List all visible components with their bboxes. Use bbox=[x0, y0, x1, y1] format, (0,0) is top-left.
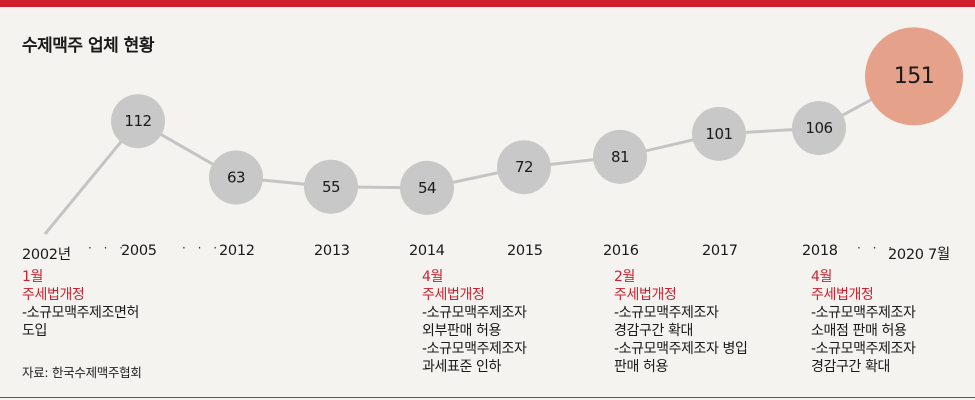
source-note: 자료: 한국수제맥주협회 bbox=[22, 365, 142, 380]
event-line: 경감구간 확대 bbox=[811, 359, 890, 375]
data-point bbox=[209, 150, 263, 205]
bottom-rule bbox=[0, 397, 975, 398]
data-point bbox=[792, 101, 846, 156]
chart-title: 수제맥주 업체 현황 bbox=[22, 36, 154, 56]
axis-break: · · · bbox=[857, 241, 897, 255]
bubble-line-chart: 112 63 55 54 72 81 101 106 151 bbox=[43, 27, 963, 235]
x-tick-label: 2005 bbox=[121, 243, 157, 259]
data-label: 55 bbox=[322, 178, 340, 196]
event-month: 1월 bbox=[22, 269, 43, 285]
data-label: 112 bbox=[124, 112, 151, 130]
axis-break: · · · bbox=[182, 241, 222, 255]
data-point-highlight bbox=[865, 27, 963, 126]
event-law: 주세법개정 bbox=[22, 287, 85, 303]
axis-break: · · · bbox=[88, 241, 128, 255]
event-line: 소매점 판매 허용 bbox=[811, 323, 907, 339]
event-month: 2월 bbox=[614, 269, 635, 285]
x-tick-label: 2014 bbox=[409, 243, 445, 259]
event-month: 4월 bbox=[422, 269, 443, 285]
event-line: -소규모맥주제조자 bbox=[614, 305, 719, 321]
data-label: 101 bbox=[705, 125, 732, 143]
top-accent-bar bbox=[0, 0, 975, 7]
event-line: -소규모맥주제조자 bbox=[422, 305, 527, 321]
event-line: 도입 bbox=[22, 323, 47, 339]
x-tick-label: 2015 bbox=[507, 243, 543, 259]
x-tick-label: 2016 bbox=[603, 243, 639, 259]
data-label: 81 bbox=[611, 148, 629, 166]
event-law: 주세법개정 bbox=[614, 287, 677, 303]
data-point bbox=[593, 129, 647, 184]
data-label: 151 bbox=[894, 64, 935, 89]
event-line: 경감구간 확대 bbox=[614, 323, 693, 339]
data-point bbox=[304, 159, 358, 214]
data-point bbox=[111, 94, 165, 149]
data-point bbox=[400, 160, 454, 215]
data-label: 54 bbox=[418, 179, 436, 197]
x-tick-label: 2013 bbox=[314, 243, 350, 259]
event-line: -소규모맥주제조자 bbox=[422, 341, 527, 357]
event-law: 주세법개정 bbox=[422, 287, 485, 303]
event-line: 판매 허용 bbox=[614, 359, 668, 375]
event-line: -소규모맥주제조자 병입 bbox=[614, 341, 748, 357]
event-note-2014: 4월 주세법개정 -소규모맥주제조자 외부판매 허용 -소규모맥주제조자 과세표… bbox=[422, 268, 527, 376]
event-note-2018: 4월 주세법개정 -소규모맥주제조자 소매점 판매 허용 -소규모맥주제조자 경… bbox=[811, 268, 916, 376]
x-tick-label: 2002년 bbox=[22, 247, 71, 263]
x-tick-label: 2018 bbox=[802, 243, 838, 259]
event-line: -소규모맥주제조자 bbox=[811, 305, 916, 321]
event-note-2016: 2월 주세법개정 -소규모맥주제조자 경감구간 확대 -소규모맥주제조자 병입 … bbox=[614, 268, 748, 376]
x-tick-label: 2012 bbox=[219, 243, 255, 259]
event-line: 과세표준 인하 bbox=[422, 359, 501, 375]
event-line: 외부판매 허용 bbox=[422, 323, 501, 339]
event-line: -소규모맥주제조면허 bbox=[22, 305, 139, 321]
data-point bbox=[692, 106, 746, 161]
event-line: -소규모맥주제조자 bbox=[811, 341, 916, 357]
event-law: 주세법개정 bbox=[811, 287, 874, 303]
x-tick-label: 2017 bbox=[702, 243, 738, 259]
event-month: 4월 bbox=[811, 269, 832, 285]
data-label: 63 bbox=[227, 169, 245, 187]
event-note-2002: 1월 주세법개정 -소규모맥주제조면허 도입 bbox=[22, 268, 139, 340]
data-label: 72 bbox=[515, 158, 533, 176]
data-point bbox=[497, 140, 551, 195]
x-tick-label: 2020 7월 bbox=[888, 247, 950, 263]
data-label: 106 bbox=[805, 119, 832, 137]
